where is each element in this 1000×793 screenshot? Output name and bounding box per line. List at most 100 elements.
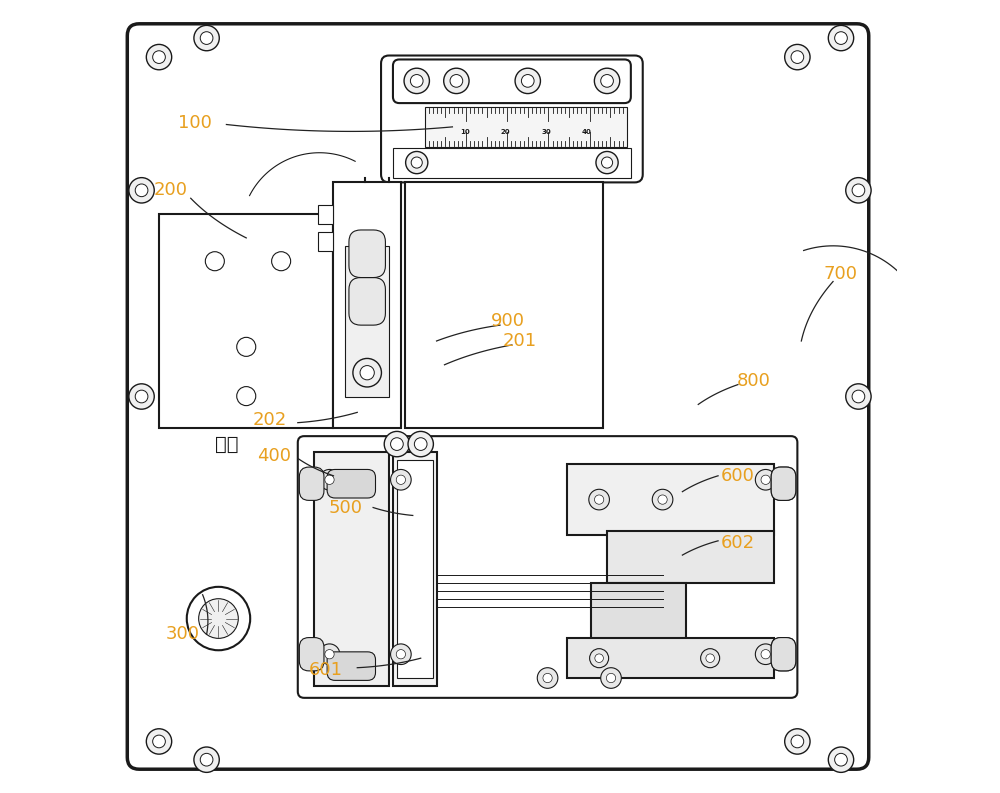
Circle shape xyxy=(835,32,847,44)
Circle shape xyxy=(200,753,213,766)
Circle shape xyxy=(791,735,804,748)
FancyBboxPatch shape xyxy=(298,436,797,698)
Circle shape xyxy=(785,44,810,70)
Circle shape xyxy=(852,184,865,197)
Text: 10: 10 xyxy=(460,128,470,135)
FancyBboxPatch shape xyxy=(299,467,324,500)
Circle shape xyxy=(828,25,854,51)
Text: 900: 900 xyxy=(491,312,525,330)
Circle shape xyxy=(205,251,224,270)
Circle shape xyxy=(755,469,776,490)
Circle shape xyxy=(135,390,148,403)
Circle shape xyxy=(391,469,411,490)
Circle shape xyxy=(589,489,609,510)
Text: 30: 30 xyxy=(541,128,551,135)
Circle shape xyxy=(391,438,403,450)
Circle shape xyxy=(601,668,621,688)
Circle shape xyxy=(606,673,616,683)
Bar xyxy=(591,583,686,654)
FancyBboxPatch shape xyxy=(327,652,375,680)
Circle shape xyxy=(444,68,469,94)
FancyBboxPatch shape xyxy=(771,638,796,671)
Circle shape xyxy=(590,649,609,668)
FancyBboxPatch shape xyxy=(127,24,869,769)
Circle shape xyxy=(658,495,667,504)
FancyBboxPatch shape xyxy=(381,56,643,182)
Bar xyxy=(318,205,333,224)
Circle shape xyxy=(791,51,804,63)
Circle shape xyxy=(406,151,428,174)
Text: 100: 100 xyxy=(178,114,212,132)
Bar xyxy=(567,464,774,535)
FancyBboxPatch shape xyxy=(327,469,375,498)
Text: 700: 700 xyxy=(824,265,858,282)
Circle shape xyxy=(521,75,534,87)
Text: 20: 20 xyxy=(501,128,510,135)
Circle shape xyxy=(706,654,714,662)
Circle shape xyxy=(146,44,172,70)
Bar xyxy=(393,452,437,686)
FancyBboxPatch shape xyxy=(299,638,324,671)
Text: 40: 40 xyxy=(581,128,591,135)
Text: 201: 201 xyxy=(503,332,537,350)
Circle shape xyxy=(391,644,411,665)
Circle shape xyxy=(596,151,618,174)
Circle shape xyxy=(652,489,673,510)
Bar xyxy=(159,214,333,428)
FancyBboxPatch shape xyxy=(771,467,796,500)
Circle shape xyxy=(146,729,172,754)
Text: 800: 800 xyxy=(737,372,771,389)
Circle shape xyxy=(129,178,154,203)
Circle shape xyxy=(272,251,291,270)
Circle shape xyxy=(594,68,620,94)
Circle shape xyxy=(450,75,463,87)
Circle shape xyxy=(194,747,219,772)
Bar xyxy=(607,531,774,583)
Circle shape xyxy=(199,599,238,638)
Text: 602: 602 xyxy=(721,534,755,552)
Circle shape xyxy=(404,68,429,94)
Circle shape xyxy=(408,431,433,457)
Text: 202: 202 xyxy=(253,412,287,429)
Circle shape xyxy=(200,32,213,44)
FancyBboxPatch shape xyxy=(349,278,385,325)
Circle shape xyxy=(325,475,334,485)
Circle shape xyxy=(237,386,256,405)
Circle shape xyxy=(411,157,422,168)
Circle shape xyxy=(187,587,250,650)
Circle shape xyxy=(761,475,770,485)
Circle shape xyxy=(755,644,776,665)
Circle shape xyxy=(515,68,540,94)
Circle shape xyxy=(384,431,410,457)
Circle shape xyxy=(153,51,165,63)
Circle shape xyxy=(396,649,406,659)
Text: 400: 400 xyxy=(257,447,291,465)
Circle shape xyxy=(237,337,256,356)
Text: 200: 200 xyxy=(154,182,188,199)
Circle shape xyxy=(828,747,854,772)
Circle shape xyxy=(785,729,810,754)
Circle shape xyxy=(852,390,865,403)
Circle shape xyxy=(194,25,219,51)
Circle shape xyxy=(761,649,770,659)
Text: 600: 600 xyxy=(721,467,755,485)
Circle shape xyxy=(602,157,613,168)
Circle shape xyxy=(414,438,427,450)
Bar xyxy=(318,232,333,251)
Bar xyxy=(393,148,631,178)
Circle shape xyxy=(319,469,340,490)
Bar xyxy=(405,182,603,428)
Circle shape xyxy=(601,75,613,87)
Bar xyxy=(333,182,401,428)
Circle shape xyxy=(360,366,374,380)
Circle shape xyxy=(846,384,871,409)
Circle shape xyxy=(537,668,558,688)
FancyBboxPatch shape xyxy=(393,59,631,103)
FancyBboxPatch shape xyxy=(349,230,385,278)
Text: 500: 500 xyxy=(328,499,362,516)
Bar xyxy=(314,452,389,686)
Bar xyxy=(567,638,774,678)
Circle shape xyxy=(135,184,148,197)
Circle shape xyxy=(594,495,604,504)
Circle shape xyxy=(396,475,406,485)
